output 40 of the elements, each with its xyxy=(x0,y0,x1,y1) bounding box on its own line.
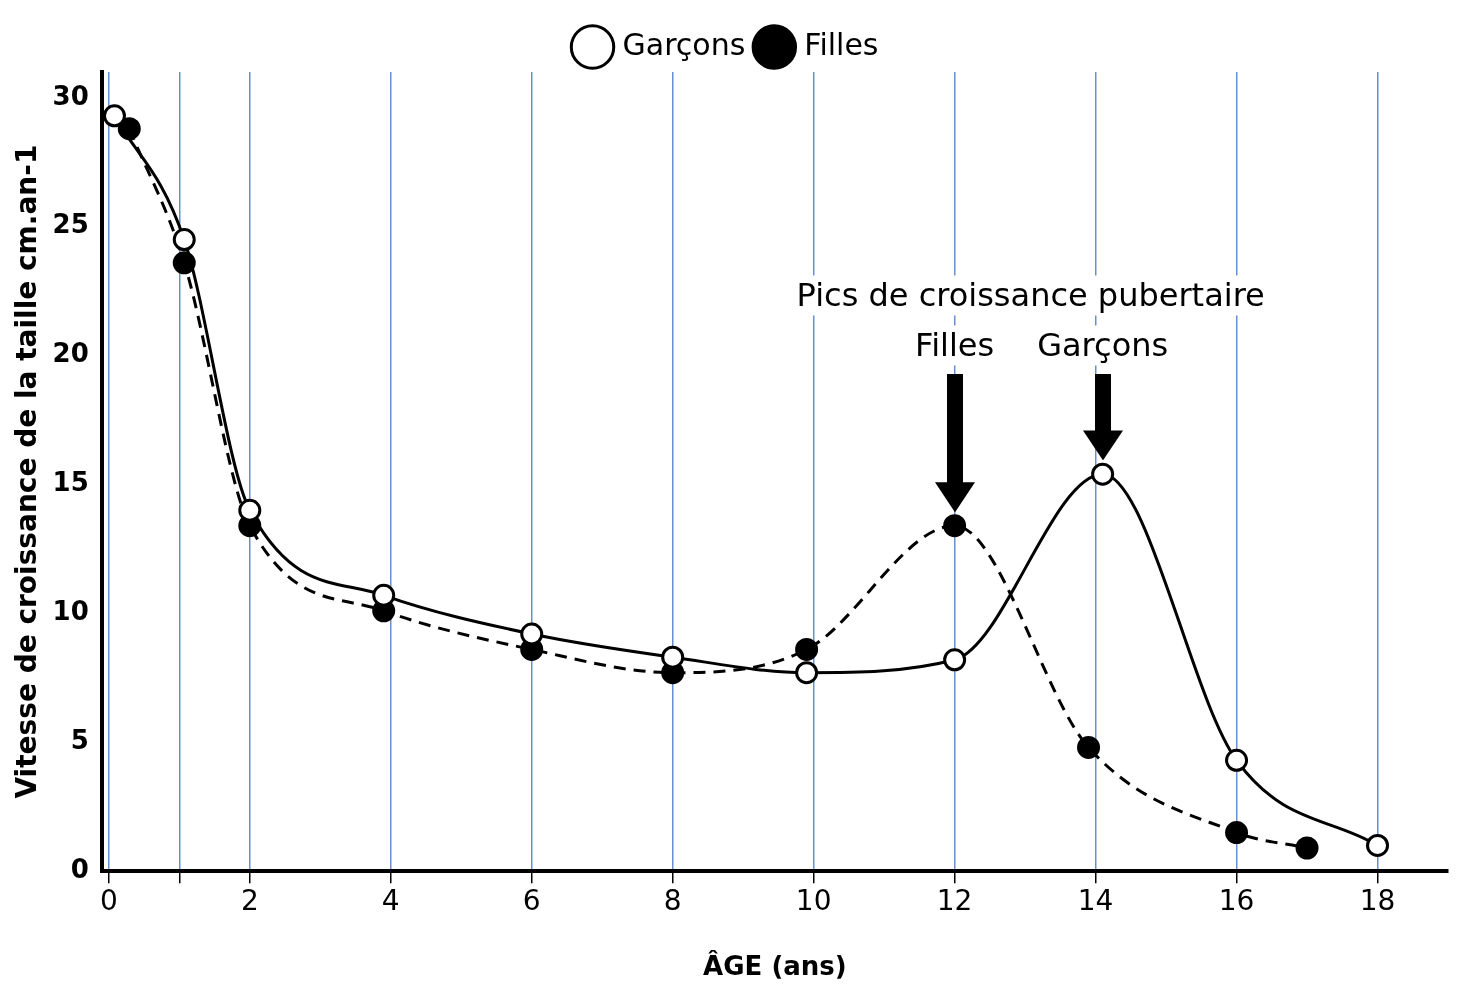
point xyxy=(795,661,819,685)
x-tick-label: 6 xyxy=(522,884,541,918)
point xyxy=(1295,836,1319,860)
point xyxy=(1225,748,1249,772)
x-tick-label: 0 xyxy=(99,884,118,918)
x-tick-label: 8 xyxy=(663,884,682,918)
point xyxy=(1366,833,1390,857)
y-tick-label: 30 xyxy=(52,80,89,111)
point xyxy=(943,648,967,672)
x-tick-label: 10 xyxy=(795,884,832,918)
y-tick-label: 10 xyxy=(52,596,89,627)
y-tick-label: 25 xyxy=(52,209,89,240)
annotation: Pics de croissance pubertaire xyxy=(796,275,1265,314)
point xyxy=(172,228,196,252)
annotation: Filles xyxy=(915,325,995,364)
point xyxy=(102,104,126,128)
legend-label: Filles xyxy=(804,26,879,62)
x-tick-label: 16 xyxy=(1218,884,1255,918)
point xyxy=(943,514,967,538)
point xyxy=(1077,735,1101,759)
y-tick-label: 15 xyxy=(52,467,89,498)
annotation: Garçons xyxy=(1037,325,1169,364)
point xyxy=(1091,462,1115,486)
legend-label: Garçons xyxy=(622,26,746,62)
point xyxy=(661,645,685,669)
point xyxy=(238,498,262,522)
y-tick-label: 5 xyxy=(70,725,89,756)
y-tick-label: 0 xyxy=(70,853,89,884)
point xyxy=(372,583,396,607)
y-tick-label: 20 xyxy=(52,338,89,369)
x-tick-label: 4 xyxy=(381,884,400,918)
point xyxy=(795,637,819,661)
x-tick-label: 2 xyxy=(240,884,259,918)
point xyxy=(1225,821,1249,845)
x-tick-label: 18 xyxy=(1359,884,1396,918)
point xyxy=(520,622,544,646)
y-axis-title: Vitesse de croissance de la taille cm.an-1 xyxy=(10,144,44,799)
x-axis-title: ÂGE (ans) xyxy=(703,950,847,982)
x-tick-label: 14 xyxy=(1077,884,1114,918)
x-tick-label: 12 xyxy=(936,884,973,918)
